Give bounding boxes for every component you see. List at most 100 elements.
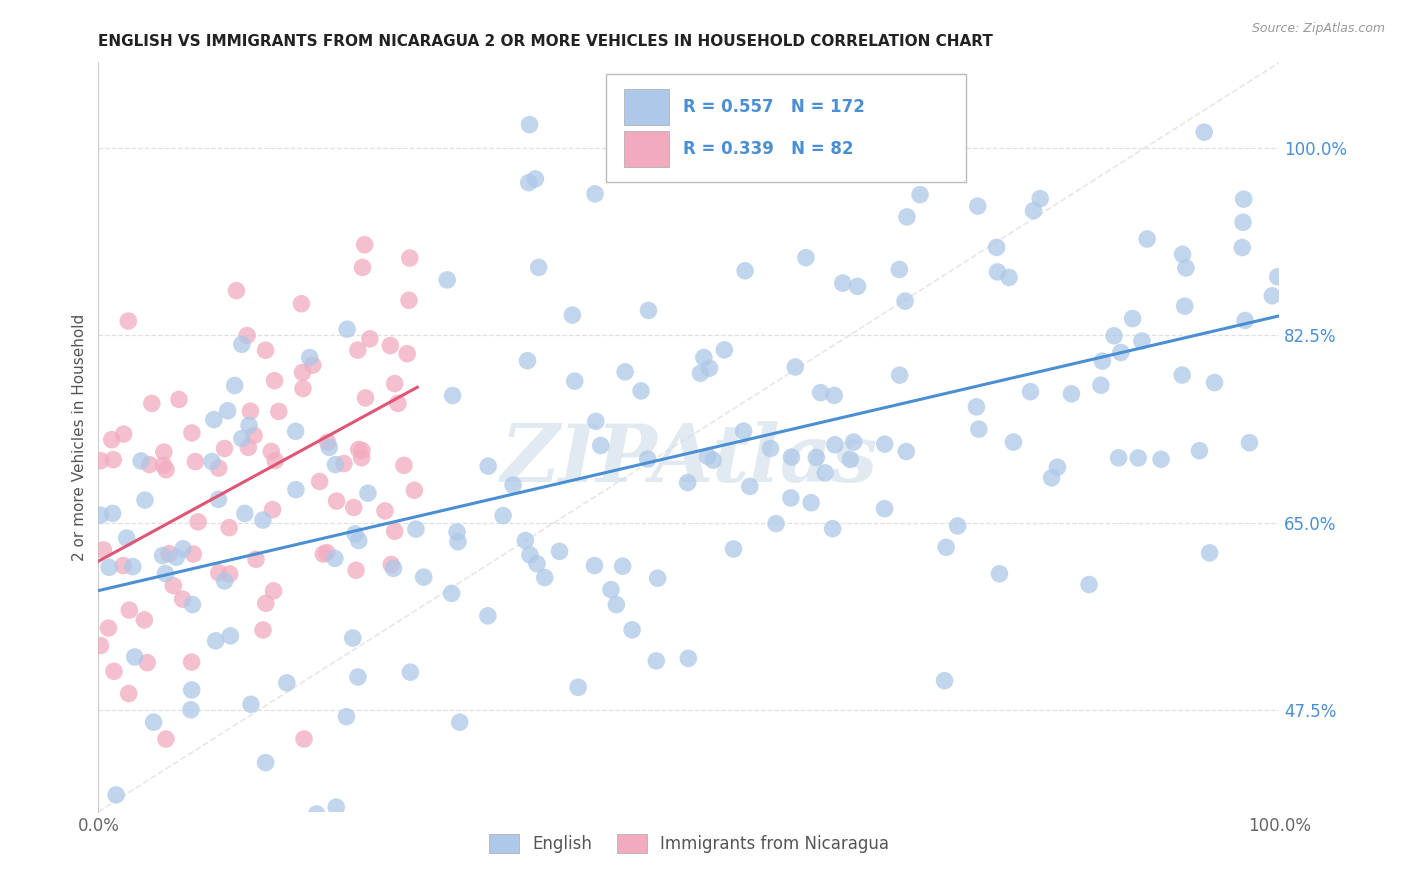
Point	[986, 265, 1008, 279]
Point	[967, 422, 990, 436]
Point	[765, 516, 787, 531]
Point	[585, 414, 607, 428]
Point	[676, 475, 699, 490]
Point	[357, 486, 380, 500]
Point	[873, 437, 896, 451]
Text: R = 0.557   N = 172: R = 0.557 N = 172	[683, 97, 865, 116]
Point	[1019, 384, 1042, 399]
Point	[325, 458, 347, 472]
Point	[112, 558, 135, 573]
Point	[105, 788, 128, 802]
Text: ZIPAtlas: ZIPAtlas	[501, 421, 877, 499]
Point	[441, 388, 464, 402]
Point	[988, 566, 1011, 581]
Point	[396, 347, 419, 361]
Point	[516, 353, 538, 368]
Point	[502, 478, 524, 492]
Point	[180, 703, 202, 717]
Point	[583, 186, 606, 201]
Point	[1091, 354, 1114, 368]
Point	[344, 563, 367, 577]
Point	[207, 492, 229, 507]
Point	[966, 199, 988, 213]
Point	[219, 629, 242, 643]
Point	[292, 731, 315, 746]
Point	[605, 598, 627, 612]
Point	[873, 501, 896, 516]
Point	[794, 251, 817, 265]
Point	[630, 384, 652, 398]
Point	[157, 547, 180, 561]
Point	[359, 332, 381, 346]
Point	[1204, 376, 1226, 390]
Point	[202, 412, 225, 426]
Point	[239, 698, 262, 712]
Point	[405, 522, 427, 536]
Point	[1171, 368, 1194, 382]
Point	[366, 30, 388, 45]
Point	[98, 560, 121, 574]
Point	[260, 444, 283, 458]
Point	[276, 676, 298, 690]
Point	[243, 428, 266, 442]
Point	[353, 237, 375, 252]
Bar	[624, 131, 669, 168]
Point	[517, 176, 540, 190]
Point	[180, 425, 202, 440]
Point	[245, 552, 267, 566]
Point	[823, 388, 845, 402]
Point	[284, 483, 307, 497]
Point	[141, 396, 163, 410]
Point	[323, 551, 346, 566]
Point	[702, 453, 724, 467]
Point	[1022, 203, 1045, 218]
Point	[647, 571, 669, 585]
Point	[998, 270, 1021, 285]
Point	[238, 441, 260, 455]
Point	[172, 541, 194, 556]
Point	[669, 127, 692, 141]
Point	[308, 475, 330, 489]
Point	[440, 586, 463, 600]
Point	[621, 623, 644, 637]
Point	[696, 449, 718, 463]
Point	[1046, 460, 1069, 475]
Point	[449, 715, 471, 730]
Point	[208, 461, 231, 475]
Point	[382, 561, 405, 575]
Point	[204, 633, 226, 648]
Point	[374, 504, 396, 518]
Point	[1261, 289, 1284, 303]
Point	[614, 365, 637, 379]
Point	[477, 608, 499, 623]
Point	[155, 463, 177, 477]
Point	[831, 276, 853, 290]
Point	[564, 374, 586, 388]
Point	[1102, 328, 1125, 343]
Point	[252, 623, 274, 637]
Point	[112, 427, 135, 442]
Point	[347, 533, 370, 548]
Point	[1108, 450, 1130, 465]
Point	[290, 297, 312, 311]
Point	[90, 454, 112, 468]
Point	[894, 294, 917, 309]
Point	[134, 493, 156, 508]
Bar	[624, 88, 669, 125]
Point	[100, 433, 122, 447]
Point	[637, 303, 659, 318]
Point	[263, 374, 285, 388]
Point	[734, 264, 756, 278]
Point	[103, 452, 125, 467]
Point	[384, 524, 406, 539]
Point	[184, 454, 207, 468]
Point	[934, 673, 956, 688]
Point	[134, 613, 156, 627]
Point	[842, 435, 865, 450]
Point	[233, 507, 256, 521]
Point	[986, 240, 1008, 254]
Point	[152, 549, 174, 563]
Point	[218, 521, 240, 535]
Point	[93, 542, 115, 557]
Point	[412, 570, 434, 584]
